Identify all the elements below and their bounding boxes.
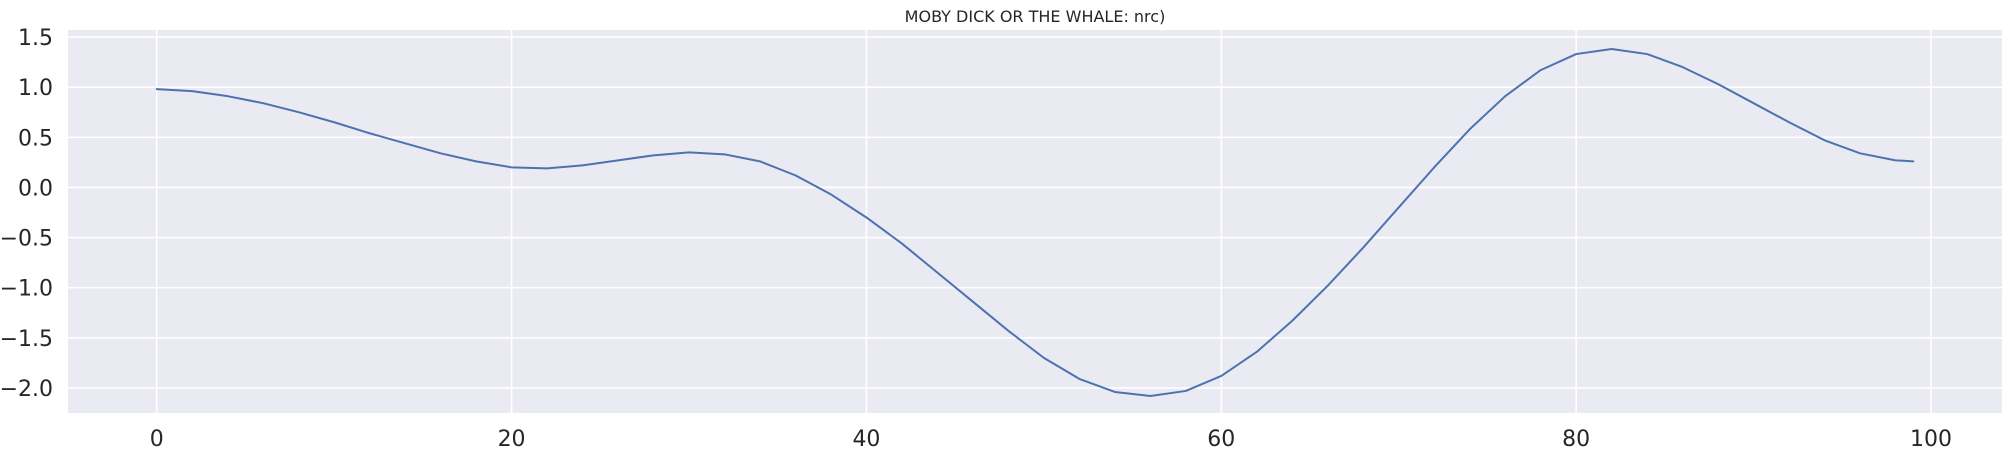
- y-tick-label: −1.5: [0, 327, 53, 352]
- y-tick-label: −2.0: [0, 377, 53, 402]
- plot-background: [68, 30, 2002, 413]
- series-line: [155, 48, 1915, 397]
- x-tick-label: 100: [1910, 427, 1952, 452]
- y-tick-label: −1.0: [0, 277, 53, 302]
- y-tick-label: 1.0: [18, 76, 53, 101]
- grid-lines: [68, 30, 2002, 413]
- x-tick-label: 40: [852, 427, 880, 452]
- y-tick-label: −0.5: [0, 227, 53, 252]
- x-tick-label: 80: [1562, 427, 1590, 452]
- chart-title: MOBY DICK OR THE WHALE: nrc): [905, 7, 1166, 26]
- x-tick-label: 60: [1207, 427, 1235, 452]
- y-axis-tick-labels: 1.5 1.0 0.5 0.0 −0.5 −1.0 −1.5 −2.0: [0, 26, 53, 402]
- y-tick-label: 1.5: [18, 26, 53, 51]
- x-tick-label: 0: [150, 427, 164, 452]
- y-tick-label: 0.0: [18, 176, 53, 201]
- y-tick-label: 0.5: [18, 126, 53, 151]
- x-tick-label: 20: [498, 427, 526, 452]
- x-axis-tick-labels: 0 20 40 60 80 100: [150, 427, 1952, 452]
